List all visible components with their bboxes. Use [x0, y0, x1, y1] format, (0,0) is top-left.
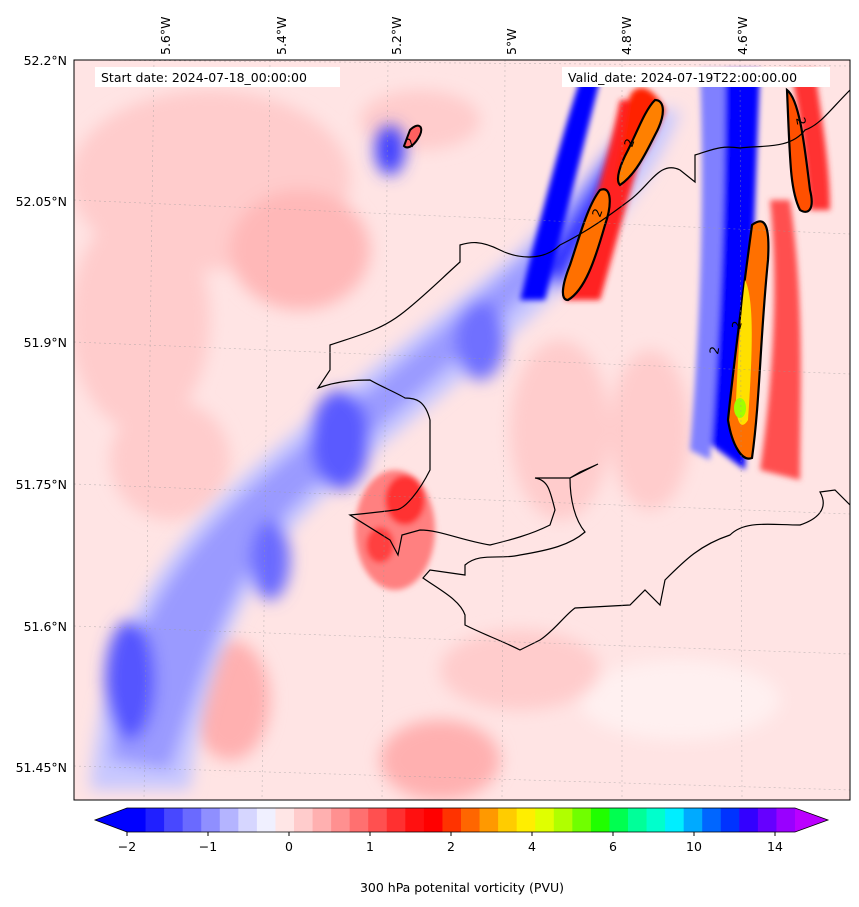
colorbar-cell — [386, 808, 406, 832]
colorbar-outline — [93, 807, 830, 833]
colorbar-cell — [683, 808, 703, 832]
pv-core-yellow — [736, 280, 752, 425]
pv-contour-core-5 — [402, 124, 423, 149]
pv-contour-core-4 — [616, 98, 664, 187]
positive-pv-anomaly-south — [355, 470, 435, 590]
start-date-label: Start date: 2024-07-18_00:00:00 — [101, 70, 307, 85]
colorbar-cell — [479, 808, 499, 832]
longitude-labels: 5.6°W 5.4°W 5.2°W 5°W 4.8°W 4.6°W — [158, 17, 750, 56]
pv-core-green — [734, 398, 746, 418]
colorbar-cell — [498, 808, 518, 832]
high-pv-cores — [402, 87, 813, 460]
colorbar-cell — [665, 808, 685, 832]
colorbar-cell — [294, 808, 314, 832]
colorbar-cell — [201, 808, 221, 832]
colorbar-cell — [405, 808, 425, 832]
lon-label: 4.6°W — [735, 17, 750, 56]
colorbar-cell — [127, 808, 147, 832]
colorbar-cell — [590, 808, 611, 832]
contour-label: 2 — [706, 345, 722, 355]
colorbar-tick-label: 6 — [609, 839, 617, 854]
colorbar-tick-label: −2 — [118, 839, 136, 854]
colorbar-cell — [331, 808, 351, 832]
colorbar-cell — [182, 808, 202, 832]
colorbar-cell — [145, 808, 165, 832]
colorbar-cell — [572, 808, 592, 832]
lon-label: 5.6°W — [158, 17, 173, 56]
start-date-box — [95, 67, 340, 87]
colorbar-cell — [776, 808, 796, 832]
colorbar-tick-label: 1 — [366, 839, 374, 854]
colorbar-cell — [256, 808, 277, 832]
lon-label: 4.8°W — [619, 17, 634, 56]
map-frame — [73, 59, 851, 801]
colorbar-extend-high — [795, 808, 828, 832]
colorbar-cell — [461, 808, 481, 832]
colorbar-cell — [720, 808, 740, 832]
lat-label: 51.9°N — [24, 335, 67, 350]
colorbar-tick-label: 4 — [528, 839, 536, 854]
colorbar-cell — [275, 808, 295, 832]
pv-contour-core-2 — [785, 87, 813, 213]
contour-label: 2 — [793, 116, 809, 126]
colorbar: −2 −1 0 1 2 4 6 10 14 300 hPa potenital vorticit… — [93, 807, 830, 895]
colorbar-ticks: −2 −1 0 1 2 4 6 10 14 — [118, 832, 783, 854]
colorbar-tick-label: 10 — [686, 839, 702, 854]
lon-label: 5.2°W — [389, 17, 404, 56]
contour-label: 2 — [728, 319, 745, 331]
latitude-labels: 52.2°N 52.05°N 51.9°N 51.75°N 51.6°N 51.… — [16, 53, 67, 775]
colorbar-title: 300 hPa potenital vorticity (PVU) — [360, 880, 564, 895]
lon-label: 5°W — [504, 28, 519, 55]
colorbar-cell — [423, 808, 444, 832]
colorbar-cell — [219, 808, 239, 832]
colorbar-cell — [702, 808, 722, 832]
lat-label: 51.75°N — [16, 477, 67, 492]
colorbar-tick-label: 14 — [767, 839, 783, 854]
colorbar-extend-low — [95, 808, 127, 832]
colorbar-cell — [609, 808, 629, 832]
lon-label: 5.4°W — [274, 17, 289, 56]
coastline — [316, 89, 850, 651]
colorbar-tick-label: 2 — [447, 839, 455, 854]
gridlines — [74, 60, 850, 800]
lat-label: 51.6°N — [24, 619, 67, 634]
colorbar-cell — [349, 808, 369, 832]
map-panel: 2 2 2 2 2 2 Start date: 2024-07-18_00:00… — [74, 60, 850, 800]
lat-label: 52.2°N — [24, 53, 67, 68]
colorbar-cell — [442, 808, 462, 832]
lat-label: 52.05°N — [16, 194, 67, 209]
colorbar-cell — [739, 808, 759, 832]
colorbar-cell — [312, 808, 332, 832]
colorbar-cell — [368, 808, 388, 832]
colorbar-cell — [646, 808, 666, 832]
colorbar-cell — [757, 808, 778, 832]
colorbar-cell — [516, 808, 536, 832]
colorbar-cell — [164, 808, 184, 832]
colorbar-cell — [553, 808, 573, 832]
lat-label: 51.45°N — [16, 760, 67, 775]
colorbar-cell — [628, 808, 648, 832]
colorbar-cells — [127, 808, 796, 832]
valid-date-box — [562, 67, 830, 87]
colorbar-cell — [535, 808, 555, 832]
valid-date-label: Valid_date: 2024-07-19T22:00:00.00 — [568, 70, 797, 85]
pv-contour-core-3 — [561, 188, 611, 302]
colorbar-cell — [238, 808, 258, 832]
colorbar-tick-label: −1 — [199, 839, 217, 854]
colorbar-tick-label: 0 — [285, 839, 293, 854]
